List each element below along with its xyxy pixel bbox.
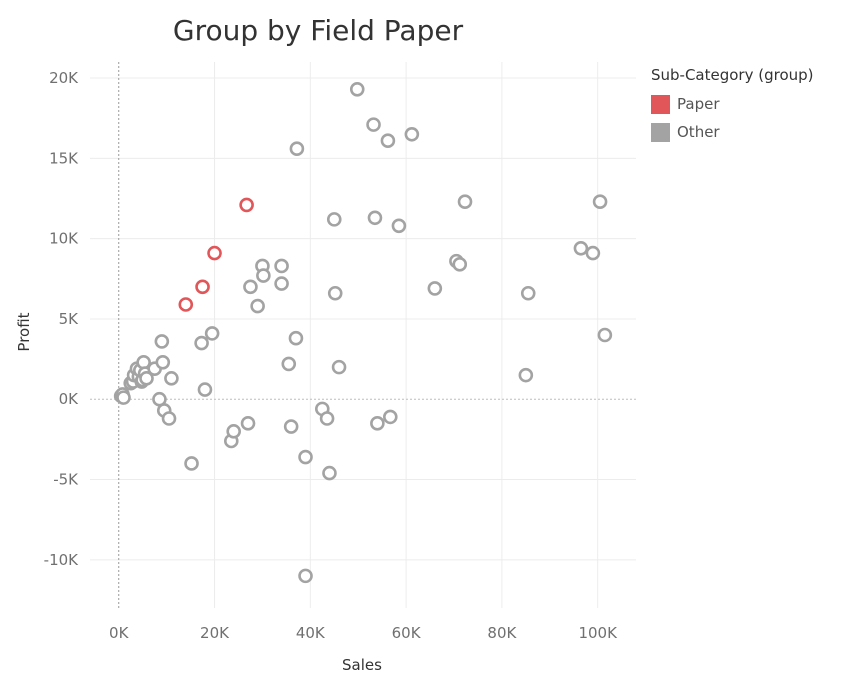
legend-label-other: Other [677, 123, 720, 141]
point-other[interactable] [322, 465, 337, 481]
point-other[interactable] [298, 568, 313, 584]
point-other[interactable] [327, 285, 343, 301]
x-axis-ticks: 0K 20K 40K 60K 80K 100K [109, 624, 618, 642]
legend-item-paper[interactable]: Paper [651, 90, 814, 118]
y-tick-label: 15K [49, 149, 79, 167]
point-other[interactable] [289, 141, 305, 157]
point-other[interactable] [116, 390, 131, 405]
point-other[interactable] [154, 334, 170, 349]
point-paper[interactable] [239, 197, 254, 213]
point-other[interactable] [518, 367, 534, 383]
legend: Sub-Category (group) Paper Other [651, 66, 814, 146]
point-paper[interactable] [207, 245, 222, 261]
legend-item-other[interactable]: Other [651, 118, 814, 146]
x-tick-label: 80K [487, 624, 517, 642]
y-tick-label: 20K [49, 69, 79, 87]
point-other[interactable] [597, 327, 613, 343]
point-other[interactable] [326, 212, 342, 227]
point-other[interactable] [367, 210, 383, 226]
point-other[interactable] [391, 218, 407, 234]
x-tick-label: 100K [578, 624, 618, 642]
point-other[interactable] [427, 281, 443, 296]
legend-swatch-other [651, 122, 670, 142]
point-other[interactable] [298, 449, 313, 465]
x-tick-label: 60K [392, 624, 422, 642]
y-tick-label: 0K [59, 390, 80, 408]
point-other[interactable] [226, 424, 241, 439]
point-other[interactable] [404, 126, 420, 142]
point-paper[interactable] [178, 297, 194, 312]
y-tick-label: -5K [53, 471, 79, 489]
point-other[interactable] [349, 82, 365, 97]
point-other[interactable] [243, 279, 258, 295]
y-tick-label: -10K [44, 551, 79, 569]
point-other[interactable] [452, 257, 468, 272]
legend-label-paper: Paper [677, 95, 720, 113]
point-other[interactable] [240, 416, 256, 431]
point-other[interactable] [256, 268, 271, 283]
point-other[interactable] [155, 354, 171, 370]
point-other[interactable] [319, 411, 335, 426]
point-other[interactable] [274, 258, 289, 274]
point-other[interactable] [380, 133, 396, 148]
point-other[interactable] [592, 194, 608, 210]
point-other[interactable] [197, 382, 213, 397]
point-other[interactable] [585, 245, 601, 261]
point-other[interactable] [281, 356, 297, 372]
point-paper[interactable] [195, 279, 210, 295]
point-other[interactable] [573, 240, 589, 256]
point-other[interactable] [194, 335, 209, 351]
legend-title: Sub-Category (group) [651, 66, 814, 84]
y-axis-ticks: -10K -5K 0K 5K 10K 15K 20K [44, 69, 80, 569]
chart-title: Group by Field Paper [173, 14, 464, 47]
point-other[interactable] [139, 371, 154, 386]
point-other[interactable] [204, 326, 220, 341]
x-axis-label: Sales [342, 656, 382, 674]
point-other[interactable] [520, 285, 536, 301]
point-other[interactable] [331, 359, 347, 375]
point-other[interactable] [457, 194, 473, 210]
point-other[interactable] [184, 456, 199, 471]
y-tick-label: 5K [59, 310, 80, 328]
zero-reference-lines [90, 62, 636, 608]
point-other[interactable] [288, 330, 304, 346]
point-other[interactable] [274, 276, 289, 291]
point-other[interactable] [366, 117, 381, 132]
y-axis-label: Profit [15, 312, 33, 351]
point-other[interactable] [370, 416, 385, 431]
legend-swatch-paper [651, 94, 670, 114]
point-other[interactable] [283, 419, 299, 434]
x-tick-label: 0K [109, 624, 130, 642]
x-tick-label: 40K [296, 624, 326, 642]
point-other[interactable] [161, 411, 177, 426]
gridlines [90, 62, 636, 608]
point-other[interactable] [164, 371, 179, 386]
point-other[interactable] [382, 409, 398, 425]
x-tick-label: 20K [200, 624, 230, 642]
point-other[interactable] [250, 298, 265, 314]
data-points [113, 82, 613, 584]
y-tick-label: 10K [49, 230, 79, 248]
